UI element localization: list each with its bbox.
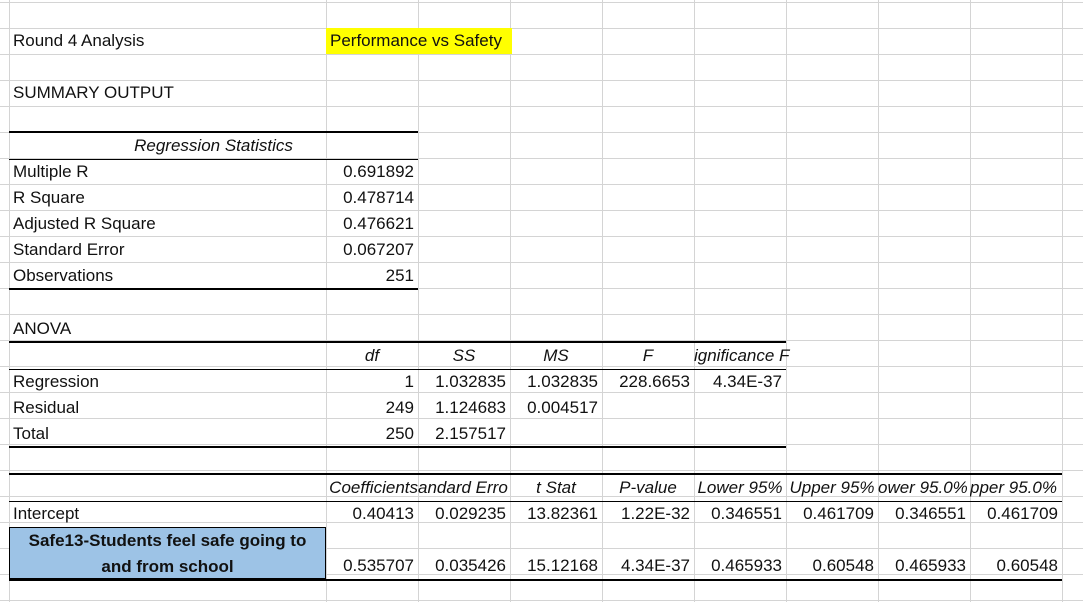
coef-cell[interactable]: 0.346551 <box>711 504 782 523</box>
coef-header-upper950[interactable]: pper 95.0% <box>970 478 1057 497</box>
coef-cell[interactable]: 0.40413 <box>352 504 414 523</box>
sheet-subtitle[interactable]: Performance vs Safety <box>330 31 502 50</box>
summary-output-label[interactable]: SUMMARY OUTPUT <box>13 83 174 102</box>
coef-row-label-line2: and from school <box>101 557 234 576</box>
coef-header-lower950[interactable]: ower 95.0% <box>878 478 968 497</box>
anova-cell[interactable]: 1 <box>404 372 414 391</box>
coef-row-label-line1: Safe13-Students feel safe going to <box>28 531 307 550</box>
coef-cell[interactable]: 0.465933 <box>895 556 966 575</box>
regstats-value[interactable]: 0.478714 <box>343 188 414 207</box>
coef-cell[interactable]: 1.22E-32 <box>621 504 690 523</box>
anova-cell[interactable]: 228.6653 <box>619 372 690 391</box>
anova-bottom-border <box>9 446 786 448</box>
regstats-label[interactable]: Adjusted R Square <box>13 214 156 233</box>
coef-cell[interactable]: 0.461709 <box>987 504 1058 523</box>
anova-cell[interactable]: 249 <box>385 398 414 417</box>
regstats-value[interactable]: 0.067207 <box>343 240 414 259</box>
regstats-header-border <box>9 159 418 160</box>
coef-header-tstat[interactable]: t Stat <box>536 478 576 497</box>
anova-header-df[interactable]: df <box>364 346 380 365</box>
highlight-fill <box>326 28 512 54</box>
anova-cell[interactable]: 1.124683 <box>435 398 506 417</box>
coef-bottom-border <box>9 579 1062 581</box>
anova-header-ss[interactable]: SS <box>452 346 476 365</box>
regstats-label[interactable]: R Square <box>13 188 85 207</box>
coef-header-coefficients[interactable]: Coefficients <box>329 478 418 497</box>
coef-cell[interactable]: 13.82361 <box>527 504 598 523</box>
coef-cell[interactable]: 0.029235 <box>435 504 506 523</box>
regstats-value[interactable]: 251 <box>385 266 414 285</box>
regstats-label[interactable]: Standard Error <box>13 240 125 259</box>
anova-header-ms[interactable]: MS <box>543 346 569 365</box>
anova-cell[interactable]: 250 <box>385 424 414 443</box>
regstats-value[interactable]: 0.691892 <box>343 162 414 181</box>
coef-header-pvalue[interactable]: P-value <box>619 478 677 497</box>
anova-row-label[interactable]: Residual <box>13 398 80 417</box>
anova-header-significance[interactable]: ignificance F <box>694 346 790 365</box>
coef-cell[interactable]: 0.035426 <box>435 556 506 575</box>
coef-cell[interactable]: 0.465933 <box>711 556 782 575</box>
coef-header-upper95[interactable]: Upper 95% <box>789 478 875 497</box>
regstats-value[interactable]: 0.476621 <box>343 214 414 233</box>
anova-row-label[interactable]: Regression <box>13 372 99 391</box>
anova-top-border <box>9 341 786 343</box>
coef-header-stderr[interactable]: andard Erro <box>418 478 508 497</box>
coef-header-lower95[interactable]: Lower 95% <box>697 478 783 497</box>
regstats-label[interactable]: Multiple R <box>13 162 89 181</box>
coef-cell[interactable]: 0.60548 <box>996 556 1058 575</box>
coef-row-label-safe13[interactable]: Safe13-Students feel safe going to and f… <box>9 527 326 579</box>
sheet-title[interactable]: Round 4 Analysis <box>13 31 145 50</box>
coef-top-border <box>9 473 1062 475</box>
anova-cell[interactable]: 1.032835 <box>435 372 506 391</box>
regstats-bottom-border <box>9 288 418 290</box>
anova-cell[interactable]: 2.157517 <box>435 424 506 443</box>
anova-cell[interactable]: 4.34E-37 <box>713 372 782 391</box>
anova-cell[interactable]: 1.032835 <box>527 372 598 391</box>
regstats-top-border <box>9 131 418 133</box>
coef-cell[interactable]: 15.12168 <box>527 556 598 575</box>
anova-title[interactable]: ANOVA <box>13 319 72 338</box>
regstats-label[interactable]: Observations <box>13 266 114 285</box>
anova-header-f[interactable]: F <box>642 346 654 365</box>
regstats-header[interactable]: Regression Statistics <box>134 136 293 155</box>
coef-cell[interactable]: 4.34E-37 <box>621 556 690 575</box>
coef-cell[interactable]: 0.60548 <box>812 556 874 575</box>
coef-row-label[interactable]: Intercept <box>13 504 80 523</box>
coef-cell[interactable]: 0.535707 <box>343 556 414 575</box>
anova-cell[interactable]: 0.004517 <box>527 398 598 417</box>
anova-row-label[interactable]: Total <box>13 424 49 443</box>
anova-header-border <box>9 369 786 370</box>
coef-cell[interactable]: 0.461709 <box>803 504 874 523</box>
coef-cell[interactable]: 0.346551 <box>895 504 966 523</box>
coef-header-border <box>9 501 1062 502</box>
